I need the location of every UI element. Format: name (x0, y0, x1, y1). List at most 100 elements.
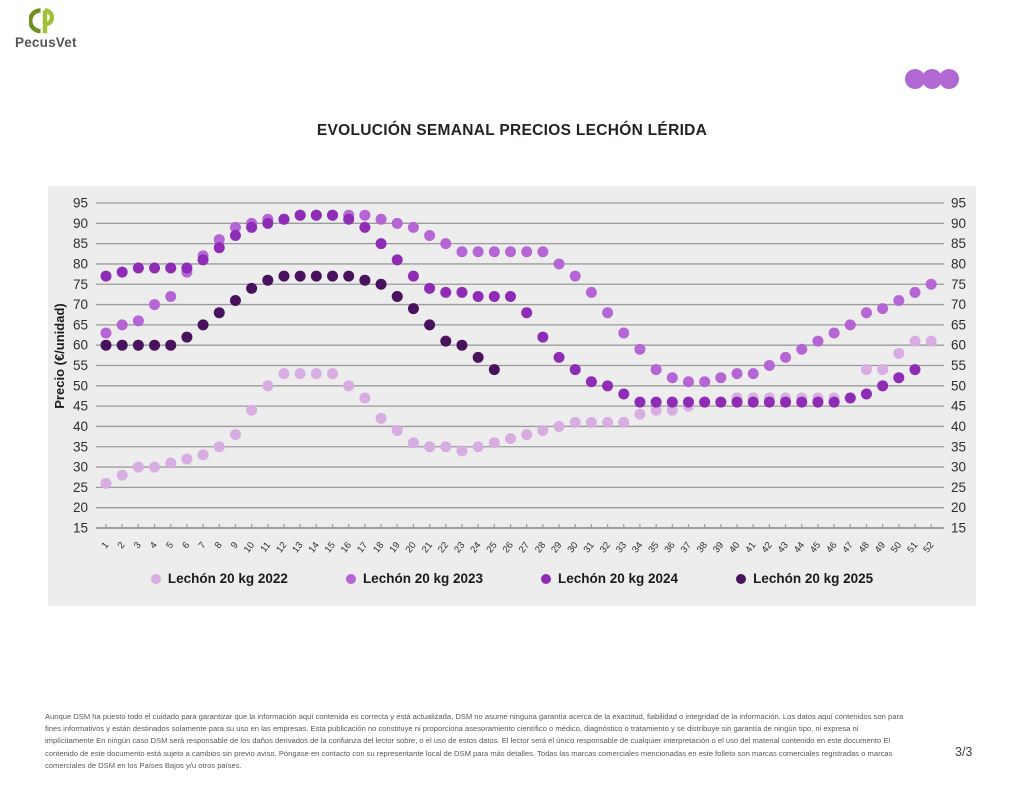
data-point (213, 242, 225, 254)
data-point (812, 396, 824, 408)
svg-text:26: 26 (501, 540, 516, 554)
logo-wordmark: PecusVet (15, 35, 77, 50)
svg-text:50: 50 (889, 540, 904, 554)
data-point (407, 437, 419, 449)
disclaimer-text: Aunque DSM ha puesto todo el cuidado par… (45, 711, 980, 772)
data-point (860, 388, 872, 400)
data-point (828, 396, 840, 408)
data-point (553, 351, 565, 363)
svg-text:40: 40 (951, 419, 966, 434)
legend-item: Lechón 20 kg 2025 (736, 571, 873, 586)
data-point (634, 343, 646, 355)
legend-label: Lechón 20 kg 2025 (753, 571, 874, 586)
data-point (505, 246, 516, 258)
data-point (391, 425, 403, 436)
data-point (440, 441, 452, 453)
data-point (747, 368, 759, 380)
svg-text:37: 37 (679, 540, 694, 554)
data-point (488, 364, 500, 376)
svg-text:95: 95 (73, 196, 88, 211)
svg-text:50: 50 (73, 378, 88, 393)
svg-text:25: 25 (485, 540, 500, 554)
data-point (763, 396, 775, 408)
data-point (553, 258, 565, 270)
svg-text:36: 36 (662, 540, 677, 554)
data-point (731, 368, 743, 380)
data-point (213, 441, 225, 453)
svg-text:30: 30 (73, 460, 88, 475)
data-point (796, 343, 808, 355)
svg-text:18: 18 (371, 540, 386, 554)
data-point (909, 286, 921, 298)
data-point (246, 221, 258, 233)
data-point (391, 290, 403, 302)
data-point (731, 396, 743, 408)
svg-text:27: 27 (517, 540, 532, 554)
svg-text:20: 20 (404, 540, 419, 554)
data-point (343, 270, 355, 282)
svg-text:70: 70 (73, 297, 88, 312)
data-point (165, 262, 177, 274)
data-point (375, 238, 387, 250)
svg-text:30: 30 (565, 540, 580, 554)
svg-text:80: 80 (73, 256, 88, 271)
data-point (229, 429, 241, 441)
page-number: 3/3 (955, 745, 973, 759)
data-point (391, 217, 403, 229)
svg-text:70: 70 (951, 297, 966, 312)
data-point (262, 274, 274, 286)
svg-text:75: 75 (73, 277, 88, 292)
svg-text:85: 85 (951, 236, 966, 251)
data-point (343, 213, 355, 225)
data-point (666, 404, 678, 416)
svg-text:45: 45 (951, 399, 966, 414)
legend-item: Lechón 20 kg 2022 (150, 571, 288, 586)
data-point (100, 270, 112, 282)
svg-text:35: 35 (951, 439, 966, 454)
data-point (472, 290, 484, 302)
svg-text:38: 38 (695, 540, 710, 554)
data-point (149, 461, 161, 473)
data-point (278, 270, 290, 282)
data-point (327, 209, 339, 221)
svg-text:17: 17 (355, 540, 370, 554)
data-point (149, 299, 161, 311)
svg-text:42: 42 (760, 540, 775, 554)
svg-text:55: 55 (951, 358, 966, 373)
svg-text:12: 12 (274, 540, 289, 554)
data-point (197, 449, 209, 461)
data-point (116, 266, 128, 278)
data-point (634, 396, 646, 408)
svg-text:35: 35 (73, 439, 88, 454)
data-point (456, 286, 468, 298)
svg-text:2: 2 (116, 540, 128, 551)
data-point (521, 246, 533, 258)
data-point (909, 335, 921, 347)
data-point (294, 368, 306, 380)
data-point (440, 286, 452, 298)
data-point (877, 364, 889, 376)
data-point (310, 270, 322, 282)
data-point (407, 221, 419, 233)
data-point (844, 392, 856, 404)
data-point (925, 335, 937, 347)
data-point (472, 351, 484, 363)
svg-text:75: 75 (951, 277, 966, 292)
data-point (229, 230, 241, 241)
svg-text:21: 21 (420, 540, 435, 554)
svg-text:16: 16 (339, 540, 354, 554)
svg-text:65: 65 (73, 317, 88, 332)
svg-text:34: 34 (630, 540, 645, 554)
data-point (893, 372, 905, 384)
disclaimer-line: fines informativos y están destinados so… (45, 724, 859, 734)
svg-text:4: 4 (148, 540, 160, 551)
data-point (100, 327, 112, 339)
svg-text:1: 1 (99, 540, 111, 551)
data-point (537, 246, 549, 258)
data-point (181, 262, 193, 274)
data-point (375, 213, 387, 225)
svg-text:44: 44 (792, 540, 807, 554)
svg-text:15: 15 (73, 521, 88, 536)
data-point (618, 416, 630, 428)
